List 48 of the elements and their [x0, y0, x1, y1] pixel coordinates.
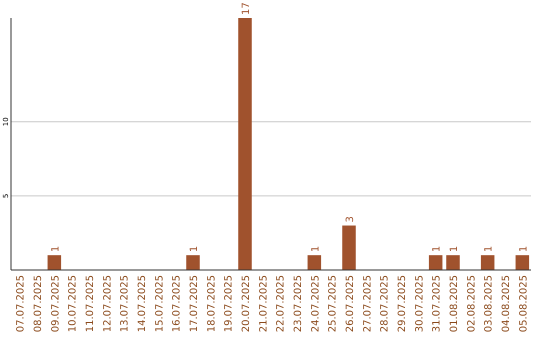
bar: [480, 255, 494, 270]
x-tick-label: 23.07.2025: [293, 275, 304, 332]
data-label: 1: [484, 246, 495, 252]
data-label: 1: [50, 246, 62, 252]
data-label: 1: [310, 246, 322, 252]
x-tick-label: 19.07.2025: [224, 275, 235, 332]
x-tick-label: 05.08.2025: [518, 275, 530, 332]
x-tick-label: 25.07.2025: [328, 275, 339, 332]
x-tick-label: 10.07.2025: [68, 275, 79, 332]
x-tick-label: 29.07.2025: [397, 275, 408, 332]
bar: [186, 255, 200, 270]
data-label: 1: [432, 246, 443, 252]
x-tick-label: 11.07.2025: [85, 275, 96, 332]
data-label: 1: [449, 246, 460, 252]
x-tick-label: 22.07.2025: [276, 275, 287, 332]
x-tick-label: 20.07.2025: [241, 275, 252, 332]
x-tick-label: 31.07.2025: [432, 275, 443, 332]
x-tick-label: 04.08.2025: [501, 275, 512, 332]
bar: [238, 18, 252, 270]
data-label: 1: [189, 246, 200, 252]
bar: [428, 255, 442, 270]
bar: [446, 255, 460, 270]
x-tick-label: 12.07.2025: [102, 275, 114, 332]
x-tick-label: 18.07.2025: [206, 275, 218, 332]
x-tick-label: 09.07.2025: [50, 275, 62, 332]
data-label: 3: [345, 216, 356, 223]
data-label: 17: [241, 2, 252, 15]
bar: [342, 226, 356, 270]
x-tick-label: 07.07.2025: [16, 275, 27, 332]
x-tick-label: 08.07.2025: [33, 275, 44, 332]
x-tick-label: 30.07.2025: [414, 275, 426, 332]
x-tick-label: 17.07.2025: [189, 275, 200, 332]
x-tick-label: 02.08.2025: [466, 275, 478, 332]
x-tick-label: 24.07.2025: [310, 275, 322, 332]
x-tick-label: 16.07.2025: [172, 275, 183, 332]
x-tick-label: 27.07.2025: [362, 275, 374, 332]
x-tick-label: 15.07.2025: [154, 275, 166, 332]
x-tick-label: 01.08.2025: [449, 275, 460, 332]
x-tick-label: 13.07.2025: [120, 275, 131, 332]
x-tick-label: 26.07.2025: [345, 275, 356, 332]
x-tick-label: 21.07.2025: [258, 275, 270, 332]
bar: [308, 255, 322, 270]
bar: [516, 255, 530, 270]
bar: [48, 255, 62, 270]
data-label: 1: [518, 246, 530, 252]
x-tick-label: 28.07.2025: [380, 275, 391, 332]
x-tick-label: 03.08.2025: [484, 275, 495, 332]
x-tick-label: 14.07.2025: [137, 275, 148, 332]
